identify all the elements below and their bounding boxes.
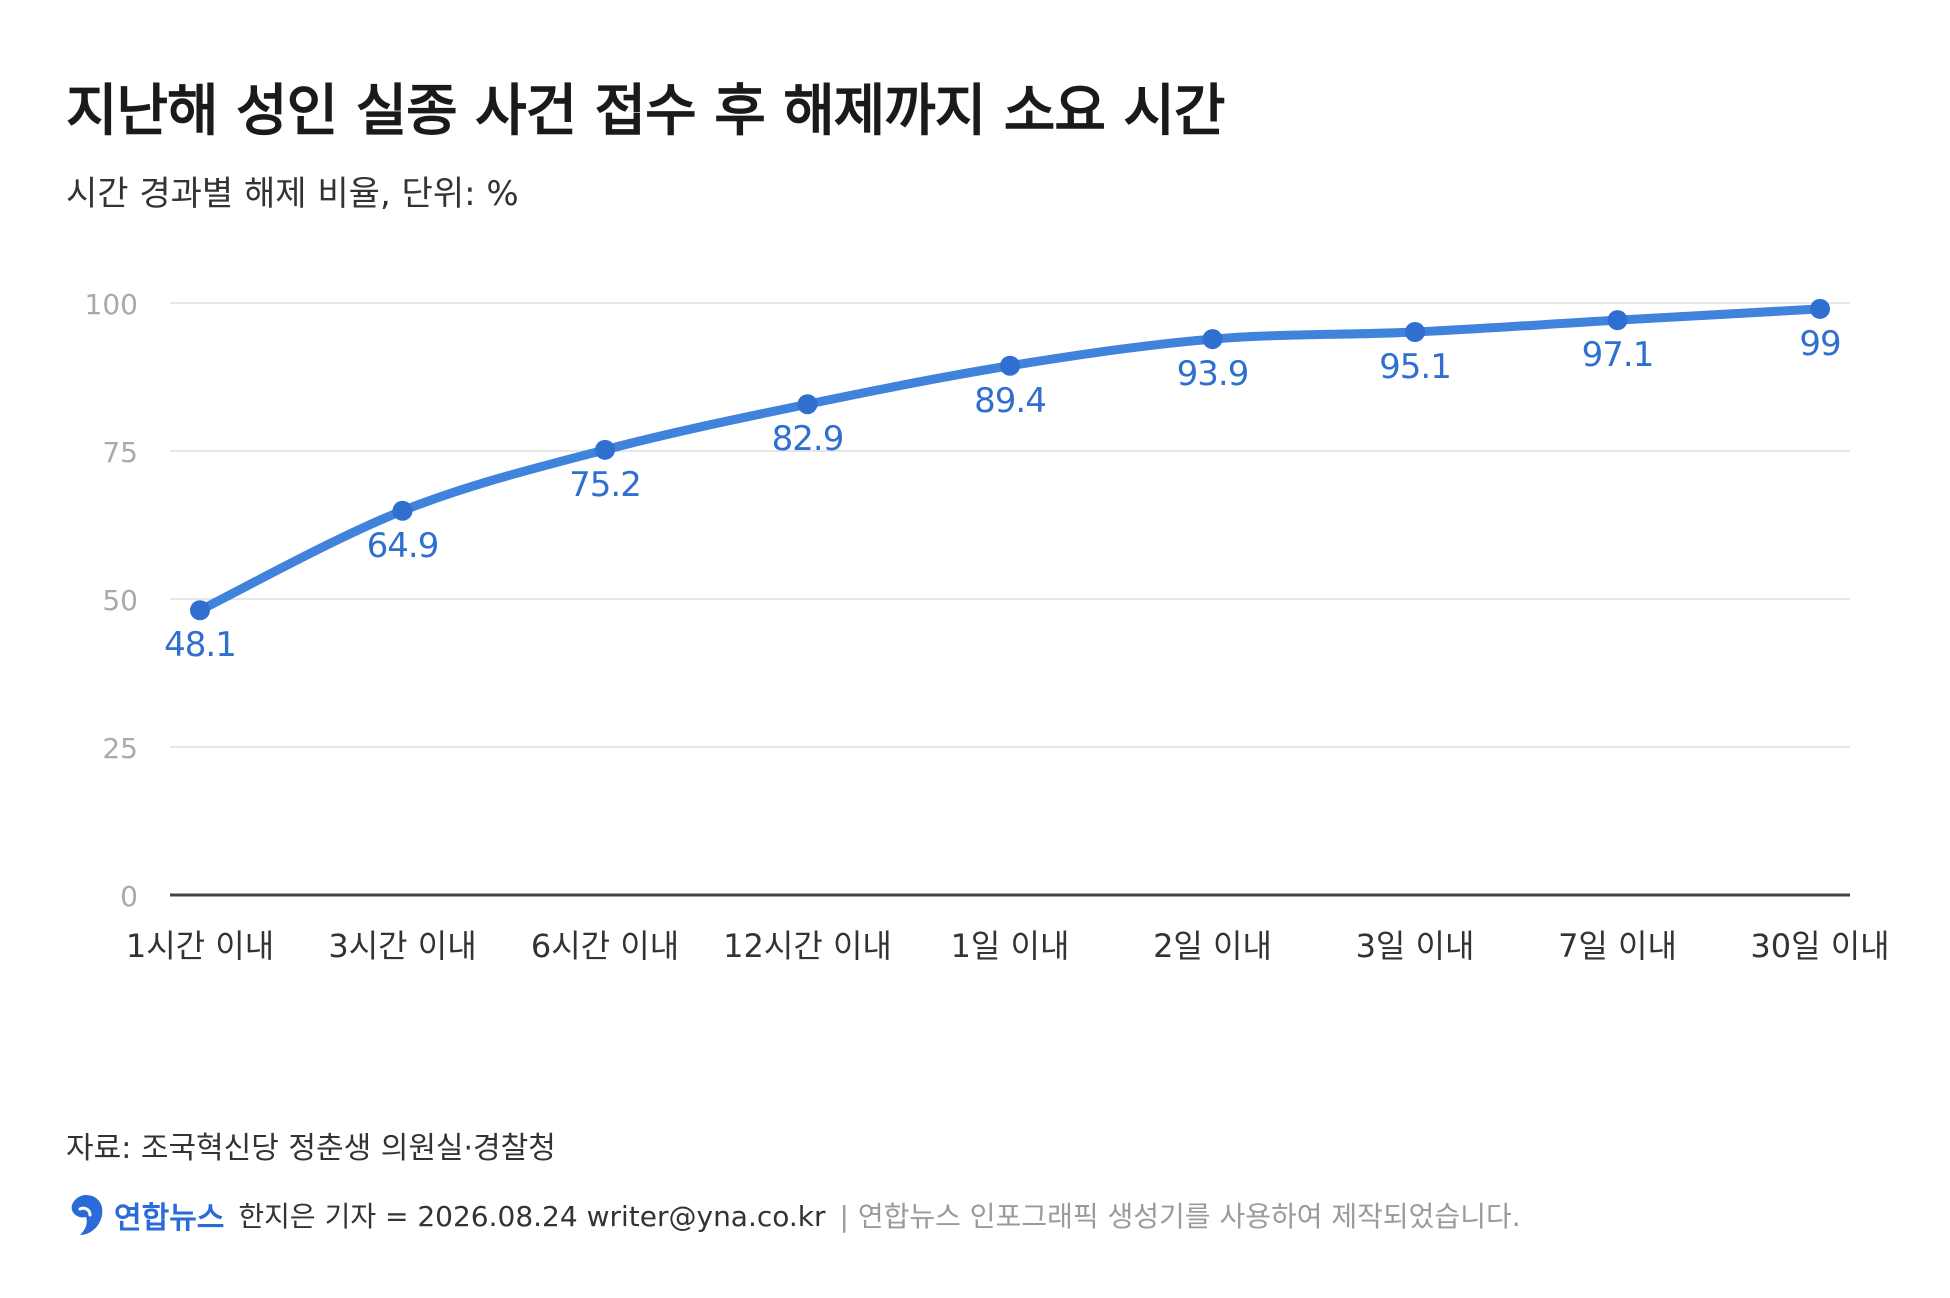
data-label-layer: 48.1 64.9 75.2 82.9 89.4 93.9 95.1 97.1 99: [164, 324, 1841, 665]
data-label: 99: [1799, 324, 1840, 364]
series-line-layer: [195, 304, 1825, 615]
data-point: [1607, 310, 1628, 331]
generator-note: | 연합뉴스 인포그래픽 생성기를 사용하여 제작되었습니다.: [839, 1200, 1521, 1233]
x-tick-label: 1시간 이내: [126, 927, 274, 965]
x-tick-label: 3일 이내: [1356, 927, 1475, 965]
data-point: [1810, 298, 1830, 319]
source-note: 자료: 조국혁신당 정춘생 의원실·경찰청: [66, 1131, 556, 1166]
data-label: 64.9: [367, 526, 439, 566]
y-tick-label: 100: [85, 288, 138, 321]
x-tick-label: 12시간 이내: [723, 927, 892, 965]
yonhap-logo-icon: [71, 1195, 103, 1235]
credit-line: 연합뉴스 한지은 기자 = 2026.08.24 writer@yna.co.k…: [66, 1193, 1521, 1237]
brand-name: 연합뉴스: [114, 1201, 225, 1236]
data-label: 89.4: [974, 381, 1046, 421]
data-label: 93.9: [1177, 354, 1249, 394]
data-label: 48.1: [164, 625, 236, 665]
x-tick-label: 30일 이내: [1750, 927, 1889, 965]
data-point: [1405, 322, 1425, 343]
data-point: [392, 500, 413, 521]
data-point: [797, 394, 818, 415]
data-point: [190, 600, 210, 621]
chart-subtitle: 시간 경과별 해제 비율, 단위: %: [66, 174, 519, 214]
data-label: 97.1: [1582, 335, 1654, 375]
line-chart: 0 25 50 75 100 1시간 이내 3시간 이내 6시간 이내 12시간 이내 1일 이…: [85, 288, 1890, 965]
x-tick-labels: 1시간 이내 3시간 이내 6시간 이내 12시간 이내 1일 이내 2일 이내 3일 이내…: [126, 927, 1890, 965]
data-label: 95.1: [1379, 347, 1451, 387]
y-tick-label: 25: [102, 732, 138, 765]
grid-layer: [170, 302, 1850, 897]
data-label: 75.2: [569, 465, 641, 505]
data-point: [1202, 329, 1223, 350]
y-tick-label: 50: [102, 584, 138, 617]
x-tick-label: 2일 이내: [1153, 927, 1272, 965]
marker-layer: [190, 298, 1830, 621]
chart-title: 지난해 성인 실종 사건 접수 후 해제까지 소요 시간: [66, 79, 1225, 144]
x-tick-label: 7일 이내: [1558, 927, 1677, 965]
byline: 한지은 기자 = 2026.08.24 writer@yna.co.kr: [238, 1200, 826, 1233]
data-point: [1000, 355, 1020, 376]
y-tick-label: 75: [102, 436, 138, 469]
y-tick-label: 0: [120, 880, 138, 913]
data-point: [595, 439, 615, 460]
series-line: [195, 304, 1825, 615]
data-label: 82.9: [772, 419, 844, 459]
x-tick-label: 1일 이내: [951, 927, 1070, 965]
x-tick-label: 3시간 이내: [328, 927, 476, 965]
y-tick-labels: 0 25 50 75 100: [85, 288, 138, 913]
x-tick-label: 6시간 이내: [531, 927, 679, 965]
